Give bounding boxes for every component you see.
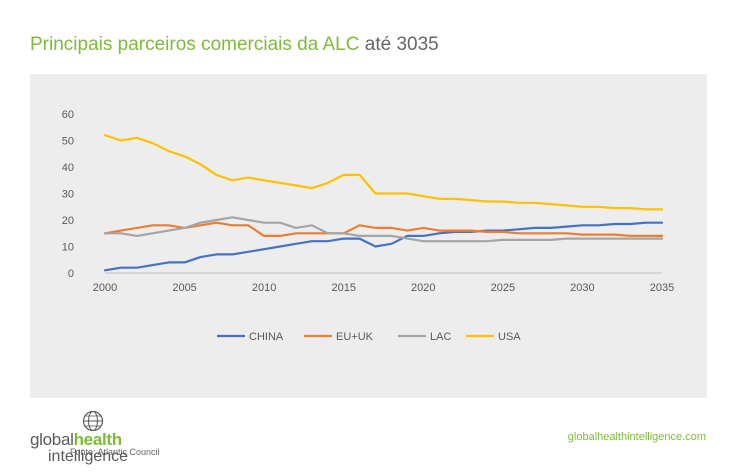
- x-tick-label: 2010: [252, 282, 276, 294]
- x-tick-label: 2000: [93, 282, 117, 294]
- legend-label: CHINA: [249, 331, 284, 343]
- logo-word-health: health: [73, 430, 123, 449]
- logo-wordmark-line2: intelligence: [48, 448, 129, 465]
- x-tick-label: 2020: [411, 282, 435, 294]
- chart-title: Principais parceiros comerciais da ALC a…: [30, 34, 439, 56]
- y-tick-label: 20: [62, 215, 74, 227]
- legend-label: EU+UK: [336, 331, 374, 343]
- chart-panel: 0 10 20 30 40 50 60 2000 2005 2010 2015 2020 2025 203…: [30, 74, 707, 457]
- chart-title-main: Principais parceiros comerciais da ALC: [30, 34, 360, 55]
- x-tick-label: 2030: [570, 282, 594, 294]
- series-line-china: [103, 221, 664, 272]
- y-tick-label: 30: [62, 189, 74, 201]
- series-line-usa: [103, 134, 664, 211]
- x-tick-label: 2035: [650, 282, 674, 294]
- y-tick-label: 40: [62, 162, 74, 174]
- x-tick-label: 2015: [331, 282, 355, 294]
- y-tick-label: 0: [68, 268, 74, 280]
- legend-label: LAC: [430, 331, 451, 343]
- logo-wordmark-line1: globalhealth: [30, 430, 122, 450]
- x-tick-label: 2025: [491, 282, 515, 294]
- series-line-lac: [103, 216, 664, 243]
- logo-word-global: global: [30, 430, 74, 449]
- y-tick-label: 50: [62, 136, 74, 148]
- website-link[interactable]: globalhealthintelligence.com: [567, 431, 706, 443]
- legend-label: USA: [498, 331, 521, 343]
- y-tick-label: 10: [62, 242, 74, 254]
- series-line-eu-uk: [103, 221, 664, 237]
- y-tick-label: 60: [62, 109, 74, 121]
- chart-title-suffix: até 3035: [364, 34, 439, 55]
- brand-logo: globalhealth intelligence: [30, 410, 170, 466]
- source-note: Fonte: Atlantic Council: [70, 447, 160, 457]
- globe-icon: [82, 410, 104, 432]
- x-tick-label: 2005: [172, 282, 196, 294]
